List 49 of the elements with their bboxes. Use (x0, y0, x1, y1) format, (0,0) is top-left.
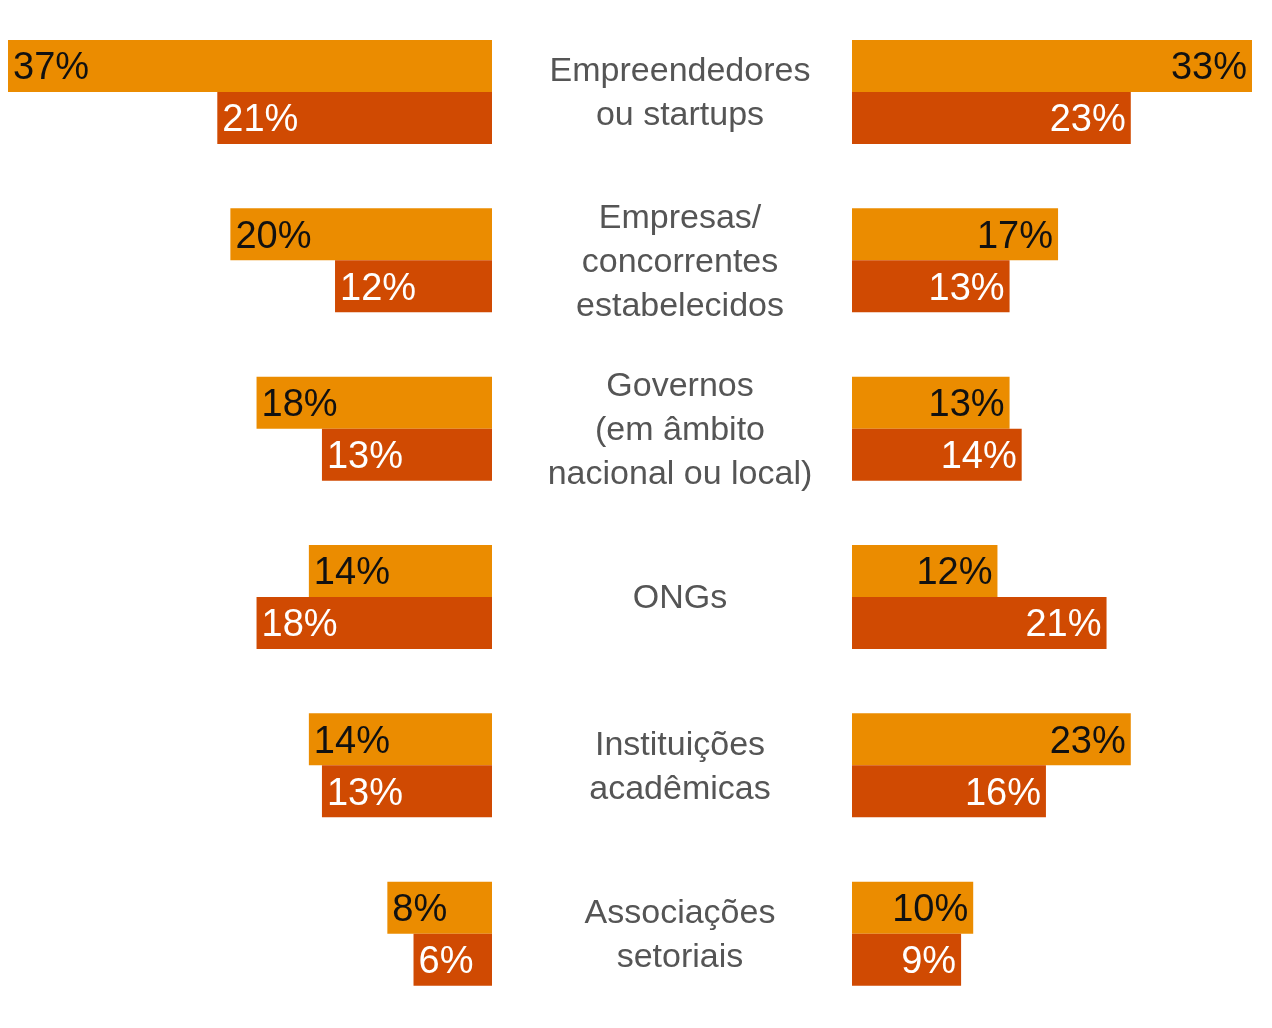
bar (308, 545, 492, 597)
bar (335, 260, 492, 313)
data-label: 14% (313, 550, 390, 593)
data-label: 23% (1049, 97, 1126, 140)
bar (321, 765, 492, 818)
bar (852, 260, 1010, 313)
y-tick-label: Empreendedores ou startups (549, 50, 811, 133)
data-label: 13% (326, 770, 404, 813)
data-label: 13% (928, 382, 1005, 425)
data-label: 13% (326, 434, 404, 477)
data-label: 12% (916, 550, 993, 593)
data-label: 14% (313, 718, 390, 761)
data-label: 12% (340, 265, 417, 308)
data-label: 20% (235, 213, 312, 256)
y-tick-label: Governos (em âmbito nacional ou local) (547, 364, 813, 491)
bar (852, 92, 1131, 144)
data-label: 16% (964, 770, 1041, 813)
bar (230, 208, 492, 261)
bar (852, 428, 1022, 481)
bar (852, 597, 1107, 649)
bar (308, 713, 492, 766)
data-label: 18% (261, 602, 338, 645)
bar (8, 40, 492, 92)
bar (256, 597, 492, 649)
data-label: 37% (13, 45, 90, 88)
y-tick-label: Associações setoriais (584, 891, 776, 974)
y-tick-label: Instituições acadêmicas (589, 723, 771, 806)
bar (852, 376, 1010, 429)
data-label: 9% (901, 939, 957, 982)
bar (852, 40, 1252, 92)
y-tick-label: Empresas/ concorrentes estabelecidos (576, 196, 784, 323)
bar (217, 92, 492, 144)
data-label: 17% (977, 213, 1054, 256)
y-tick-label: ONGs (632, 577, 728, 616)
data-label: 21% (1025, 602, 1102, 645)
data-label: 10% (892, 887, 969, 930)
bar (852, 208, 1059, 261)
data-label: 18% (261, 382, 338, 425)
data-label: 21% (222, 97, 299, 140)
data-label: 6% (418, 939, 474, 982)
data-label: 14% (940, 434, 1017, 477)
data-label: 33% (1170, 45, 1247, 88)
bar (852, 765, 1046, 818)
data-label: 13% (928, 265, 1005, 308)
data-label: 23% (1049, 718, 1126, 761)
bar (256, 376, 492, 429)
bar (321, 428, 492, 481)
data-label: 8% (392, 887, 448, 930)
bar (852, 713, 1131, 766)
